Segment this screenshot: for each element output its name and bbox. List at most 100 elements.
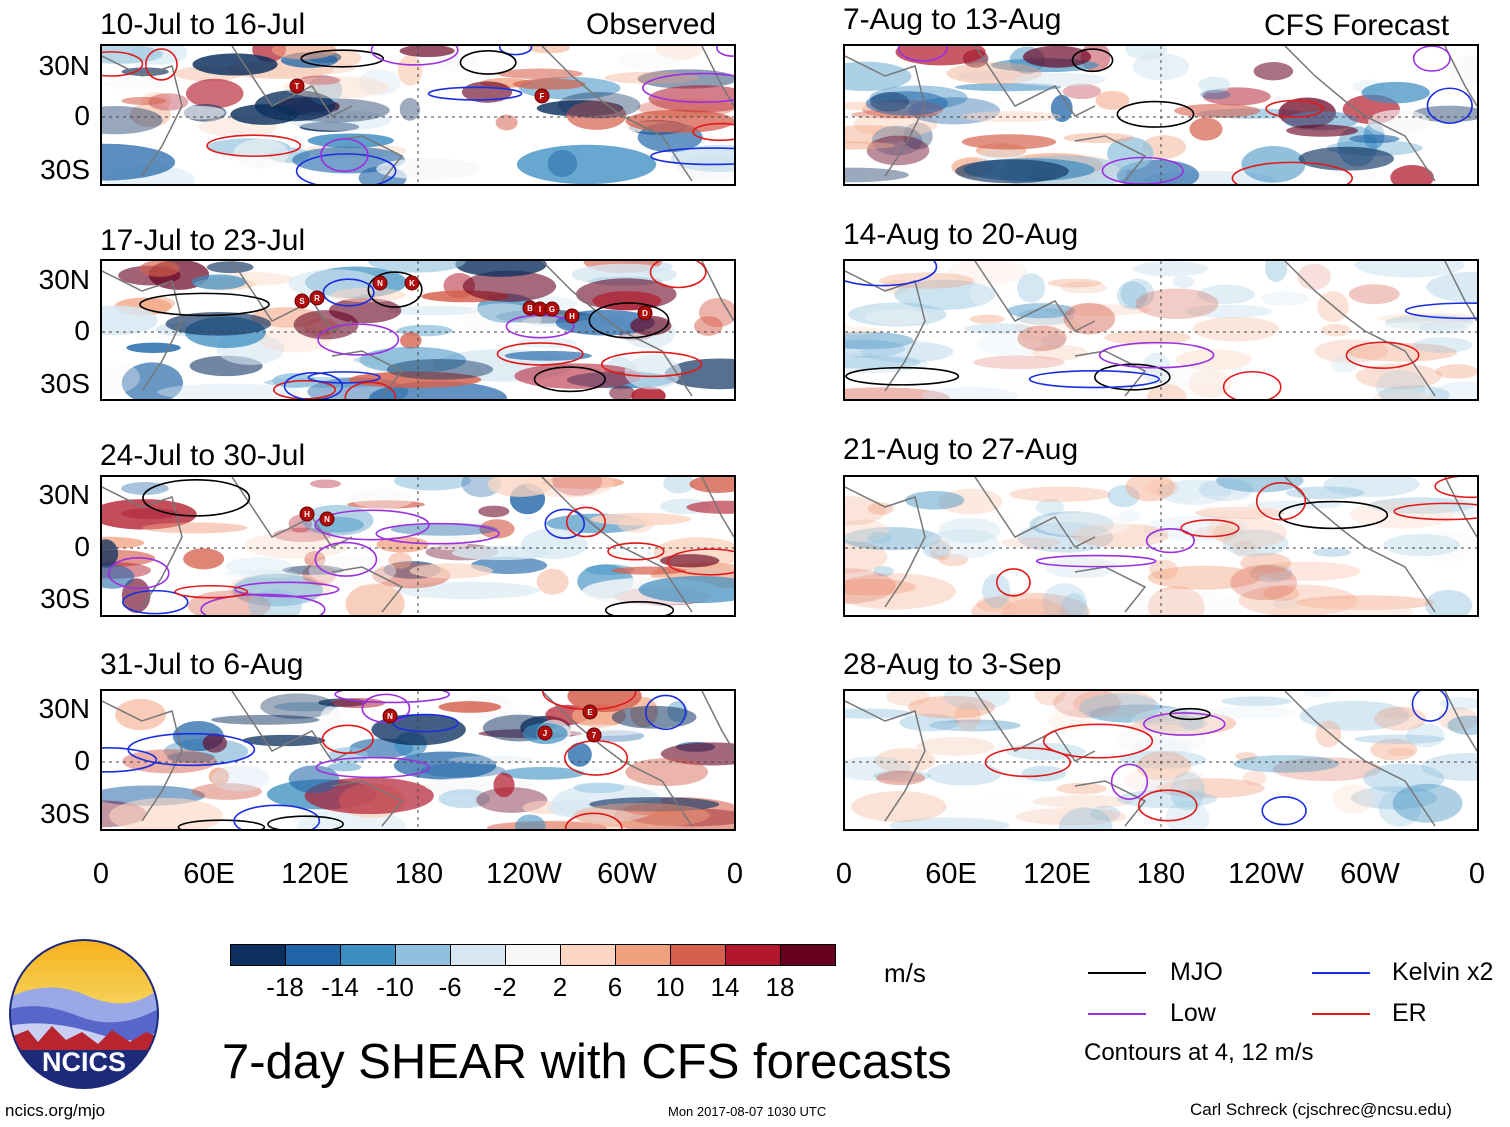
- shear-blob: [1435, 364, 1477, 379]
- shear-blob: [1198, 76, 1231, 93]
- shear-blob: [512, 78, 586, 90]
- contour-line: [1261, 796, 1307, 826]
- contour-line: [1393, 502, 1477, 521]
- shear-blob: [567, 742, 592, 767]
- contour-line: [322, 278, 375, 307]
- shear-blob: [689, 477, 734, 493]
- shear-blob: [1198, 478, 1253, 502]
- shear-blob: [438, 789, 491, 809]
- coastline: [845, 270, 926, 392]
- shear-blob: [1370, 738, 1418, 761]
- shear-blob: [399, 97, 421, 121]
- shear-blob: [611, 705, 697, 729]
- shear-blob: [1233, 755, 1340, 773]
- shear-blob: [167, 751, 215, 763]
- shear-blob: [224, 569, 298, 579]
- shear-blob: [1135, 288, 1219, 319]
- shear-blob: [1330, 354, 1359, 374]
- shear-blob: [208, 767, 230, 786]
- colorbar-swatch: [725, 944, 781, 966]
- shear-blob: [1390, 165, 1434, 184]
- coastline: [231, 261, 353, 332]
- colorbar-label: 10: [655, 972, 685, 1002]
- colorbar-swatch: [780, 944, 836, 966]
- shear-blob: [479, 519, 515, 539]
- shear-blob: [589, 797, 720, 812]
- shear-blob: [686, 500, 734, 514]
- shear-blob: [1438, 707, 1477, 732]
- shear-blob: [1296, 595, 1435, 610]
- colorbar-swatch: [560, 944, 616, 966]
- shear-blob: [853, 111, 938, 137]
- shear-blob: [386, 359, 494, 380]
- lon-label: 120W: [486, 858, 562, 890]
- shear-blob: [1216, 477, 1304, 493]
- shear-blob: [573, 802, 710, 828]
- contour-line: [267, 815, 344, 829]
- shear-blob: [225, 557, 292, 576]
- storm-label: E: [587, 708, 593, 717]
- shear-blob: [1165, 800, 1210, 829]
- shear-blob: [1349, 134, 1400, 144]
- contour-line: [174, 584, 249, 599]
- shear-blob: [894, 279, 996, 310]
- coastline: [102, 270, 183, 392]
- shear-blob: [1072, 691, 1157, 719]
- coastline: [1444, 691, 1477, 752]
- shear-blob: [515, 814, 546, 829]
- shear-blob: [260, 693, 335, 720]
- shear-blob: [1232, 541, 1257, 558]
- shear-blob: [1426, 271, 1477, 303]
- shear-blob: [1017, 522, 1114, 553]
- colorbar-label: -14: [321, 972, 359, 1002]
- shear-blob: [1134, 711, 1237, 736]
- shear-blob: [1241, 145, 1306, 183]
- shear-blob: [866, 135, 930, 166]
- shear-blob: [1088, 704, 1190, 724]
- shear-blob: [1418, 321, 1469, 335]
- shear-blob: [1286, 124, 1359, 137]
- shear-blob: [899, 713, 959, 732]
- shear-blob: [1445, 497, 1477, 516]
- shear-blob: [1392, 783, 1463, 823]
- shear-blob: [1036, 512, 1131, 537]
- shear-blob: [308, 555, 397, 587]
- shear-blob: [516, 144, 657, 184]
- shear-blob: [1372, 390, 1435, 399]
- storm-marker: F: [534, 88, 550, 104]
- shear-blob: [1200, 89, 1231, 100]
- shear-blob: [1251, 561, 1361, 581]
- shear-blob: [845, 496, 886, 526]
- storm-label: F: [540, 92, 545, 101]
- contour-line: [1404, 302, 1477, 320]
- coastline: [701, 691, 734, 752]
- contour-line: [845, 261, 938, 287]
- shear-blob: [451, 545, 550, 561]
- storm-marker: H: [299, 506, 315, 522]
- lon-label: 120W: [1228, 858, 1304, 890]
- shear-blob: [1157, 479, 1232, 505]
- colorbar-label: 14: [710, 972, 740, 1002]
- shear-blob: [889, 817, 1010, 829]
- shear-blob: [438, 701, 502, 713]
- shear-blob: [845, 61, 912, 92]
- coastline: [102, 55, 183, 177]
- shear-blob: [1079, 693, 1161, 723]
- shear-blob: [555, 309, 655, 336]
- shear-blob: [631, 386, 666, 399]
- panel-title: 14-Aug to 20-Aug: [843, 218, 1079, 251]
- shear-blob: [1206, 319, 1280, 333]
- storm-label: B: [527, 304, 533, 313]
- coastline: [845, 486, 926, 608]
- contour-line: [642, 72, 734, 104]
- shear-blob: [1240, 552, 1292, 574]
- shear-blob: [845, 519, 889, 543]
- coastline: [974, 46, 1096, 117]
- shear-blob: [1260, 291, 1309, 306]
- footer-timestamp: Mon 2017-08-07 1030 UTC: [668, 1104, 827, 1119]
- lon-label: 180: [1136, 858, 1186, 890]
- panel-title: 21-Aug to 27-Aug: [843, 433, 1079, 466]
- shear-blob: [430, 534, 469, 551]
- contour-line: [314, 509, 430, 541]
